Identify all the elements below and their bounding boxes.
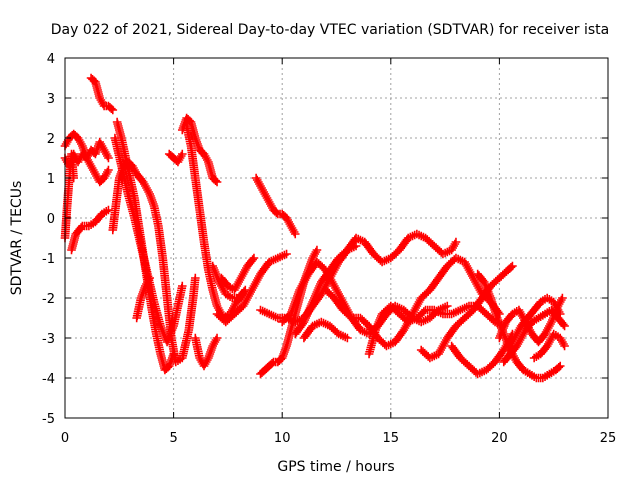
data-point	[267, 359, 277, 368]
axis-ticks: 0 5 10 15 20 25 -5 -4 -3 -2 -1 0 1 2 3 4	[42, 52, 616, 446]
series-arc-k	[177, 113, 222, 187]
y-tick-label: 1	[47, 172, 55, 187]
data-point	[211, 176, 220, 185]
data-point	[312, 245, 322, 255]
x-tick-label: 5	[169, 431, 177, 446]
series-arc-c	[60, 149, 78, 243]
data-point	[212, 333, 222, 343]
x-tick-label: 10	[274, 431, 291, 446]
data-point	[104, 165, 113, 175]
y-tick-label: -1	[42, 252, 55, 267]
series-arc-e	[86, 73, 118, 115]
x-tick-label: 0	[61, 431, 69, 446]
series-arc-ae	[529, 329, 569, 363]
series-arc-w	[321, 253, 504, 351]
data-point	[249, 253, 259, 263]
data-point	[508, 261, 517, 271]
data-point	[282, 249, 291, 259]
x-tick-label: 25	[600, 431, 617, 446]
series-arc-m	[191, 333, 222, 371]
data-point	[554, 363, 564, 372]
data-point	[107, 104, 116, 113]
series-arc-d	[67, 205, 113, 255]
data-point	[108, 105, 118, 115]
series-arc-q	[251, 173, 300, 239]
data-point	[442, 301, 452, 311]
y-tick-label: 4	[47, 52, 55, 67]
x-tick-label: 15	[383, 431, 400, 446]
chart-title: Day 022 of 2021, Sidereal Day-to-day VTE…	[51, 22, 609, 38]
series-arc-o	[208, 261, 250, 303]
series-arc-f	[108, 157, 200, 367]
data-point	[555, 361, 565, 371]
series-arc-n	[217, 253, 259, 295]
series-arc-y	[416, 261, 517, 363]
data-point	[560, 341, 569, 351]
data-point	[290, 229, 300, 239]
grid	[65, 58, 608, 418]
plot-frame	[64, 57, 609, 419]
series-arc-v	[299, 317, 352, 343]
y-tick-label: -2	[42, 292, 55, 307]
series-arc-i	[132, 273, 155, 323]
series-arc-u	[290, 241, 361, 339]
data-point	[69, 173, 78, 183]
series-arc-j	[164, 149, 187, 167]
data-point	[104, 153, 113, 163]
data-points	[60, 73, 569, 383]
data-point	[560, 321, 569, 331]
data-point	[177, 149, 187, 159]
series-arc-h	[110, 133, 187, 347]
y-tick-label: -5	[42, 412, 55, 427]
data-point	[191, 273, 200, 283]
data-point	[212, 177, 222, 187]
data-point	[145, 273, 155, 283]
y-tick-label: 2	[47, 132, 55, 147]
y-tick-label: -3	[42, 332, 55, 347]
x-tick-label: 20	[491, 431, 508, 446]
series-arc-ad	[499, 305, 569, 367]
y-tick-label: 0	[47, 212, 55, 227]
data-point	[506, 263, 516, 272]
y-tick-label: 3	[47, 92, 55, 107]
data-point	[177, 281, 187, 291]
data-point	[343, 333, 352, 343]
data-point	[558, 293, 567, 303]
data-point	[104, 205, 113, 215]
x-axis-label: GPS time / hours	[277, 459, 394, 475]
data-point	[451, 237, 461, 247]
data-point	[272, 208, 281, 217]
series-arc-b	[60, 129, 113, 187]
series-arc-p	[212, 249, 291, 327]
y-tick-label: -4	[42, 372, 55, 387]
data-point	[351, 241, 361, 251]
y-axis-label: SDTVAR / TECUs	[9, 181, 25, 296]
data-point	[169, 349, 178, 359]
